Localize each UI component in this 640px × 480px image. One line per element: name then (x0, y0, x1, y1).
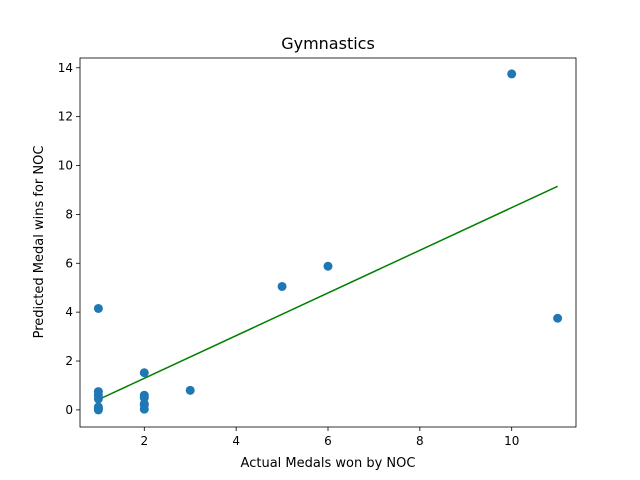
data-point (139, 368, 149, 378)
y-tick-label: 14 (58, 61, 73, 75)
y-tick-label: 4 (65, 305, 73, 319)
y-tick-label: 8 (65, 207, 73, 221)
y-tick-label: 0 (65, 403, 73, 417)
data-point (139, 404, 149, 414)
x-axis-label: Actual Medals won by NOC (241, 456, 416, 471)
y-tick-label: 10 (58, 159, 73, 173)
data-point (93, 303, 103, 313)
plot-background (80, 58, 576, 427)
data-point (93, 405, 103, 415)
fit-line-layer (98, 185, 558, 401)
data-point (93, 394, 103, 404)
x-tick-label: 4 (232, 434, 240, 448)
data-points-layer (93, 69, 563, 415)
data-point (507, 69, 517, 79)
y-tick-label: 6 (65, 256, 73, 270)
x-tick-label: 8 (416, 434, 424, 448)
y-tick-label: 12 (58, 110, 73, 124)
x-tick-label: 2 (140, 434, 148, 448)
regression-line (98, 185, 558, 401)
plot-area (80, 58, 576, 427)
data-point (323, 261, 333, 271)
data-point (277, 281, 287, 291)
x-tick-label: 6 (324, 434, 332, 448)
axes: 2 4 6 8 10 0 2 4 6 8 10 12 14 (58, 57, 577, 448)
y-axis-label: Predicted Medal wins for NOC (32, 146, 47, 339)
data-point (553, 313, 563, 323)
y-tick-label: 2 (65, 354, 73, 368)
chart-title: Gymnastics (281, 34, 375, 53)
data-point (185, 385, 195, 395)
x-tick-label: 10 (504, 434, 519, 448)
